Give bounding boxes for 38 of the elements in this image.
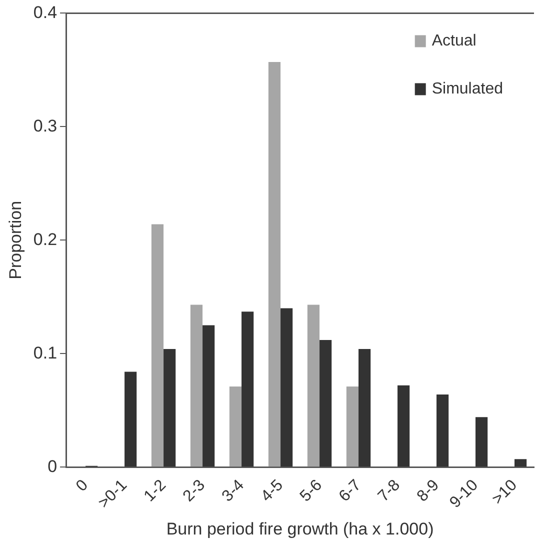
y-tick-label: 0.2 <box>33 230 58 249</box>
x-tick-label: 2-3 <box>180 476 209 506</box>
x-tick-label: 1-2 <box>141 476 170 506</box>
x-tick-label: 8-9 <box>414 476 443 506</box>
y-tick-label: 0 <box>48 456 58 476</box>
bar <box>320 340 332 467</box>
bar <box>202 325 215 467</box>
bar <box>151 224 164 467</box>
bar <box>124 372 137 467</box>
y-axis-title: Proportion <box>6 200 25 280</box>
y-tick-label: 0.4 <box>33 2 58 22</box>
x-tick-label: 9-10 <box>446 476 482 512</box>
x-tick-label: 7-8 <box>375 476 404 506</box>
bar <box>280 308 293 467</box>
legend-label: Actual <box>432 32 476 50</box>
x-axis-title: Burn period fire growth (ha x 1.000) <box>166 519 434 538</box>
x-tick-label: >0-1 <box>95 476 131 512</box>
legend-label: Simulated <box>432 80 504 98</box>
x-tick-label: 6-7 <box>336 476 365 506</box>
bar <box>190 304 203 467</box>
x-tick-label: >10 <box>489 476 521 508</box>
bar <box>476 417 488 467</box>
x-tick-label: 3-4 <box>219 476 248 506</box>
bar <box>398 385 410 467</box>
y-tick-label: 0.3 <box>33 116 58 136</box>
bar <box>436 394 449 467</box>
x-tick-label: 4-5 <box>258 476 287 506</box>
bar <box>268 62 281 467</box>
bar <box>514 459 527 467</box>
bar <box>307 304 320 467</box>
y-tick-label: 0.1 <box>33 343 58 362</box>
x-tick-label: 5-6 <box>297 476 326 506</box>
bar <box>358 349 371 467</box>
bar <box>164 349 176 467</box>
x-tick-label: 0 <box>73 476 92 496</box>
bar <box>229 386 242 467</box>
bar <box>242 312 254 467</box>
bar <box>346 386 359 467</box>
